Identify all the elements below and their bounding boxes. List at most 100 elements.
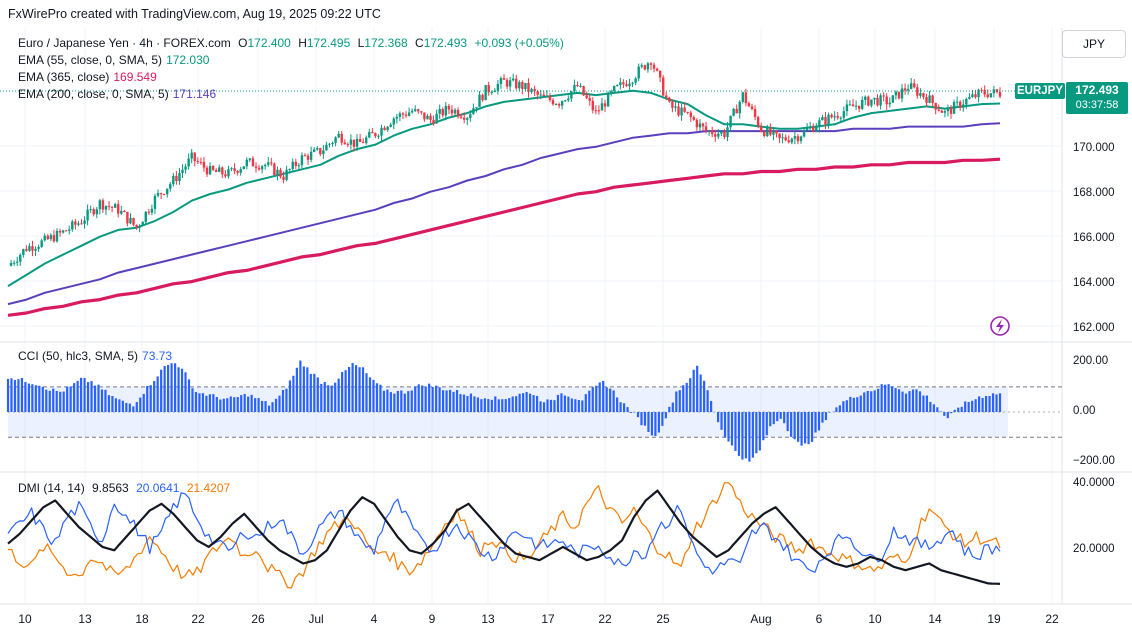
candle-body [576,84,579,87]
cci-bar [560,393,563,413]
candle-body [355,139,359,147]
cci-bar [104,389,107,413]
cci-bar [598,382,601,413]
cci-bar [215,396,218,413]
cci-bar [995,394,998,413]
legend-minus-di-value: 21.4207 [186,481,231,495]
cci-bar [375,383,379,413]
candle-body [98,200,102,210]
cci-bar [382,390,386,413]
cci-bar [967,402,970,413]
candle-body [891,95,895,103]
cci-bar [870,391,873,413]
cci-bar [612,390,615,413]
cci-bar [139,397,142,413]
cci-bar [803,412,807,444]
cci-bar [483,398,486,413]
candle-body [469,114,472,119]
candle-body [162,194,166,196]
candle-body [71,221,74,230]
cci-bar [435,385,438,413]
candle-body [218,167,221,172]
candle-body [747,103,751,107]
cci-bar [156,376,159,413]
cci-bar [971,400,974,413]
cci-tick-label: 0.00 [1073,405,1096,418]
cci-bar [929,401,932,413]
lightning-icon [990,316,1010,336]
cci-bar [128,403,131,413]
lightning-icon-bolt [996,319,1004,333]
cci-bar [361,367,365,413]
candle-body [876,97,879,106]
candle-body [227,169,230,177]
candle-body [585,95,588,99]
candle-body [251,158,255,167]
candle-body [490,91,493,93]
cci-bar [556,394,560,413]
cci-bar [988,395,991,413]
cci-bar [327,385,330,413]
cci-bar [581,400,584,413]
candle-body [952,102,956,114]
candle-body [974,94,977,98]
candle-body [214,169,218,172]
cci-bar [991,393,995,413]
cci-bar [525,391,528,413]
legend-dmi-label: DMI (14, 14) [18,481,85,495]
candle-body [989,93,993,98]
candle-body [450,109,454,114]
candle-body [499,78,503,84]
adx-line [7,489,1001,585]
candle-body [257,167,261,170]
candle-body [833,116,836,118]
cci-bar [897,389,901,413]
cci-bar [925,395,929,413]
cci-bar [636,412,640,418]
candle-body [303,155,307,157]
cci-bar [247,396,250,413]
candle-body [668,97,671,102]
legend-close: 172.493 [423,36,468,50]
cci-bar [20,377,24,413]
currency-button[interactable]: JPY [1062,30,1126,58]
candle-body [723,131,726,138]
cci-bar [720,412,723,430]
candle-body [980,89,983,91]
candle-body [603,103,607,107]
cci-bar [751,412,754,458]
candle-body [674,106,677,108]
cci-bar [817,412,821,431]
candle-body [557,104,561,106]
cci-bar [480,399,483,413]
candle-body [625,84,628,87]
cci-bar [114,398,118,413]
candle-body [554,104,558,106]
candle-body [778,133,781,139]
cci-bar [706,390,709,413]
candle-body [622,82,625,85]
candle-body [665,95,668,98]
cci-bar [132,406,135,413]
cci-bar [981,397,984,413]
cci-bar [160,369,163,413]
cci-bar [187,379,191,413]
cci-bar [699,374,702,413]
cci-bar [313,373,316,413]
cci-bar [368,377,372,413]
candle-body [793,136,797,139]
candle-body [175,175,178,182]
cci-bar [299,360,302,413]
cci-bar [149,385,152,413]
candle-body [928,95,931,103]
candle-body [714,134,717,137]
candle-body [285,169,288,180]
candle-body [80,223,83,225]
candle-body [784,137,787,141]
candle-body [940,110,944,113]
candle-body [931,95,934,104]
cci-bar [281,389,285,413]
candle-body [643,65,647,70]
cci-bar [845,400,848,413]
